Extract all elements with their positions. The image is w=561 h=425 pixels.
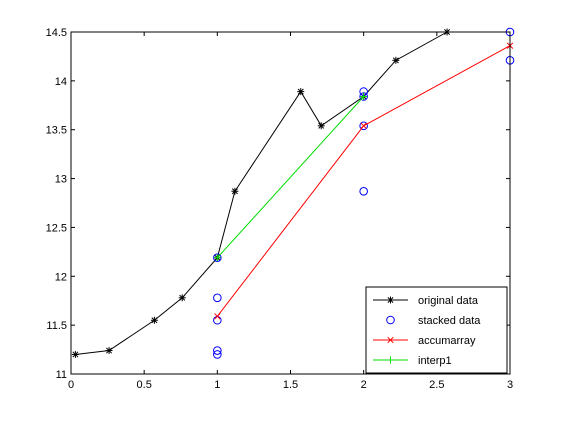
- data-point-original-data: [105, 347, 113, 355]
- legend: original data stacked data accumarray inter…: [365, 286, 508, 374]
- y-tick-label: 14.5: [46, 27, 67, 39]
- data-point-original-data: [297, 88, 305, 96]
- y-tick-label: 12: [55, 271, 67, 283]
- data-point-original-data: [71, 350, 79, 358]
- legend-label: stacked data: [418, 315, 481, 327]
- x-tick-label: 1: [214, 379, 220, 391]
- legend-item-original-data: original data: [373, 295, 479, 307]
- y-tick-label: 13: [55, 174, 67, 186]
- data-point-stacked-data: [213, 253, 222, 263]
- data-point-stacked-data: [359, 121, 368, 131]
- data-point-interp1: [213, 254, 221, 262]
- data-point-original-data: [392, 56, 400, 64]
- y-tick-label: 11: [56, 369, 67, 381]
- series-interp1: [213, 92, 368, 262]
- data-point-interp1: [360, 92, 368, 100]
- legend-item-interp1: interp1: [373, 355, 452, 367]
- data-point-original-data: [178, 294, 186, 302]
- series-line-interp1: [216, 96, 365, 259]
- y-tick-label: 11.5: [46, 320, 67, 332]
- y-tick-label: 12.5: [46, 222, 67, 234]
- x-tick-label: 2.5: [429, 379, 444, 391]
- x-tick-label: 0: [68, 379, 74, 391]
- data-point-stacked-data: [359, 92, 368, 101]
- data-point-original-data: [231, 187, 239, 195]
- data-point-original-data: [317, 122, 325, 130]
- x-tick-label: 2: [361, 379, 367, 391]
- data-point-original-data: [150, 316, 158, 324]
- x-tick-label: 0.5: [137, 379, 152, 391]
- x-tick-label: 1.5: [283, 379, 298, 391]
- data-point-stacked-data: [359, 186, 368, 196]
- legend-item-stacked-data: stacked data: [386, 315, 481, 327]
- legend-marker: [387, 356, 394, 364]
- y-tick-label: 14: [55, 76, 67, 88]
- legend-label: interp1: [418, 355, 452, 367]
- data-point-accumarray: [214, 313, 221, 320]
- y-tick-label: 13.5: [46, 125, 67, 137]
- data-point-stacked-data: [213, 293, 222, 303]
- x-tick-label: 3: [507, 379, 513, 391]
- legend-item-accumarray: accumarray: [373, 335, 476, 347]
- data-point-stacked-data: [213, 346, 222, 355]
- legend-label: accumarray: [418, 335, 476, 347]
- series-layer: [71, 27, 515, 359]
- legend-label: original data: [418, 295, 479, 307]
- legend-marker: [386, 315, 395, 325]
- legend-marker: [387, 336, 394, 344]
- data-point-stacked-data: [213, 350, 222, 359]
- data-point-accumarray: [360, 122, 367, 129]
- legend-marker: [387, 296, 394, 304]
